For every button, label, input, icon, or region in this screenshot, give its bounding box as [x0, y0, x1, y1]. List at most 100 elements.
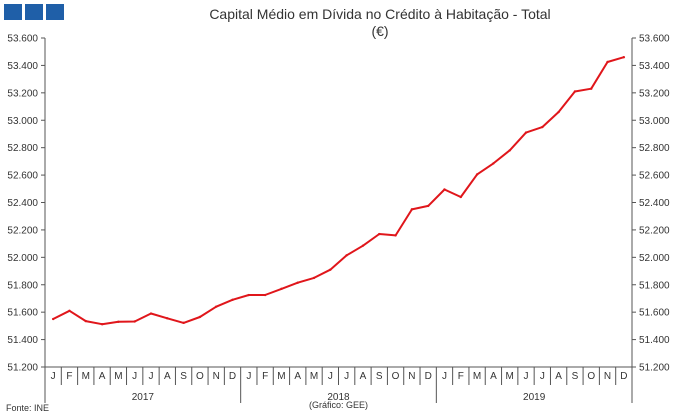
y-tick-label-right: 51.200 — [639, 363, 670, 374]
chart-title-block: Capital Médio em Dívida no Crédito à Hab… — [150, 6, 610, 40]
y-tick-label-right: 53.400 — [639, 61, 670, 72]
data-point — [459, 195, 462, 199]
chart-subtitle: (€) — [371, 23, 389, 39]
month-label: J — [51, 371, 56, 382]
data-point — [215, 305, 218, 308]
data-point — [198, 315, 202, 319]
data-point — [345, 254, 348, 257]
data-point — [410, 208, 414, 211]
data-point — [394, 234, 397, 237]
y-tick-label-right: 53.600 — [639, 34, 670, 45]
month-label: F — [262, 371, 268, 382]
data-point — [524, 131, 528, 134]
month-label: M — [82, 371, 90, 382]
data-point — [606, 60, 609, 64]
month-label: A — [99, 371, 106, 382]
month-label: O — [392, 371, 400, 382]
month-label: A — [294, 371, 301, 382]
y-tick-label-right: 53.200 — [639, 88, 670, 99]
month-label: A — [555, 371, 562, 382]
month-label: S — [180, 371, 187, 382]
y-tick-label-right: 52.600 — [639, 171, 670, 182]
data-point — [508, 149, 511, 152]
y-tick-label-left: 52.400 — [7, 198, 38, 209]
y-tick-label-right: 51.600 — [639, 308, 670, 319]
month-label: D — [425, 371, 432, 382]
y-tick-label-right: 52.800 — [639, 143, 670, 154]
data-point — [426, 204, 430, 208]
data-point — [378, 232, 381, 236]
y-tick-label-right: 52.200 — [639, 225, 670, 236]
month-label: O — [196, 371, 204, 382]
data-point — [117, 320, 120, 323]
data-point — [133, 320, 136, 323]
y-tick-label-left: 52.600 — [7, 171, 38, 182]
month-label: A — [360, 371, 367, 382]
data-point — [149, 312, 153, 315]
month-label: M — [506, 371, 514, 382]
month-label: S — [572, 371, 579, 382]
month-label: O — [587, 371, 595, 382]
month-label: M — [310, 371, 318, 382]
data-point — [312, 276, 316, 280]
y-tick-label-left: 51.600 — [7, 308, 38, 319]
data-point — [492, 162, 495, 165]
data-point — [182, 321, 185, 325]
data-point — [263, 293, 267, 297]
y-tick-label-right: 51.800 — [639, 280, 670, 291]
data-point — [329, 268, 332, 271]
data-point — [166, 317, 169, 320]
y-tick-label-left: 53.200 — [7, 88, 38, 99]
data-point — [590, 87, 593, 90]
month-label: F — [66, 371, 72, 382]
data-point — [296, 281, 299, 284]
data-point — [247, 293, 251, 297]
year-label: 2019 — [523, 392, 546, 403]
month-label: J — [328, 371, 333, 382]
month-label: J — [132, 371, 137, 382]
y-tick-label-left: 51.400 — [7, 335, 38, 346]
month-label: F — [458, 371, 464, 382]
month-label: J — [524, 371, 529, 382]
year-label: 2017 — [132, 392, 155, 403]
data-point — [541, 125, 544, 129]
data-point — [622, 55, 626, 59]
month-label: M — [114, 371, 122, 382]
month-label: N — [213, 371, 220, 382]
month-label: A — [164, 371, 171, 382]
source-note: Fonte: INE — [6, 403, 50, 413]
data-point — [573, 90, 577, 93]
data-point — [231, 298, 234, 302]
month-label: J — [442, 371, 447, 382]
y-tick-label-right: 52.000 — [639, 253, 670, 264]
series-line — [52, 56, 625, 326]
y-tick-label-left: 52.000 — [7, 253, 38, 264]
data-point — [280, 287, 283, 291]
month-label: M — [277, 371, 285, 382]
month-label: J — [148, 371, 153, 382]
data-point — [475, 173, 479, 176]
logo-block — [4, 4, 22, 20]
month-label: D — [229, 371, 236, 382]
month-label: A — [490, 371, 497, 382]
month-label: N — [408, 371, 415, 382]
credit-note: (Gráfico: GEE) — [309, 400, 369, 410]
y-tick-label-left: 51.200 — [7, 363, 38, 374]
month-label: J — [246, 371, 251, 382]
logo — [4, 4, 64, 20]
y-tick-label-left: 52.800 — [7, 143, 38, 154]
data-point — [361, 244, 365, 247]
month-label: M — [473, 371, 481, 382]
y-tick-label-left: 53.000 — [7, 116, 38, 127]
data-point — [51, 317, 55, 321]
logo-block — [46, 4, 64, 20]
month-label: S — [376, 371, 383, 382]
data-point — [68, 309, 71, 312]
month-label: N — [604, 371, 611, 382]
y-tick-label-right: 52.400 — [639, 198, 670, 209]
y-tick-label-right: 51.400 — [639, 335, 670, 346]
y-tick-label-left: 53.400 — [7, 61, 38, 72]
y-tick-label-left: 52.200 — [7, 225, 38, 236]
year-label: 2018 — [327, 392, 350, 403]
